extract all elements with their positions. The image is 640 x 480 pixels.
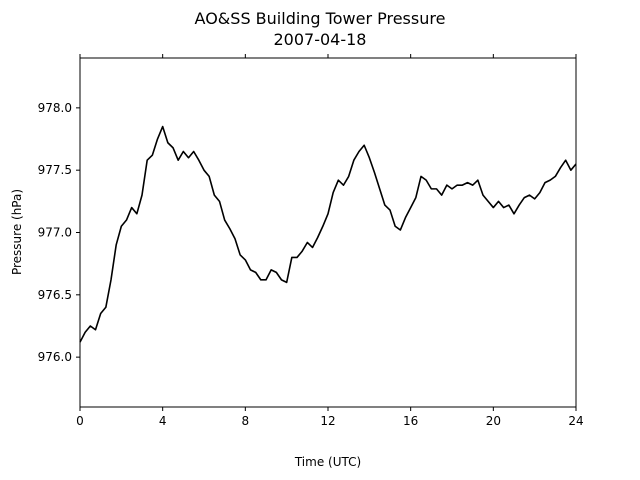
x-tick-label: 4	[159, 414, 167, 428]
y-axis: 976.0 976.5 977.0 977.5 978.0	[38, 101, 80, 364]
y-tick-label: 978.0	[38, 101, 72, 115]
x-tick-label: 12	[320, 414, 335, 428]
data-layer	[79, 125, 577, 343]
chart-title: AO&SS Building Tower Pressure	[195, 9, 446, 28]
chart-subtitle: 2007-04-18	[274, 30, 367, 49]
x-tick-label: 16	[403, 414, 418, 428]
y-tick-label: 977.0	[38, 226, 72, 240]
x-tick-label: 0	[76, 414, 84, 428]
y-tick-label: 976.0	[38, 350, 72, 364]
y-axis-label: Pressure (hPa)	[10, 189, 24, 275]
x-axis: 0 4 8 12 16 20 24	[76, 54, 584, 428]
x-axis-label: Time (UTC)	[294, 455, 361, 469]
series-line-0	[79, 125, 577, 343]
y-tick-label: 977.5	[38, 163, 72, 177]
y-tick-label: 976.5	[38, 288, 72, 302]
plot-area	[80, 58, 576, 407]
x-tick-label: 20	[486, 414, 501, 428]
x-tick-label: 8	[242, 414, 250, 428]
x-tick-label: 24	[568, 414, 583, 428]
